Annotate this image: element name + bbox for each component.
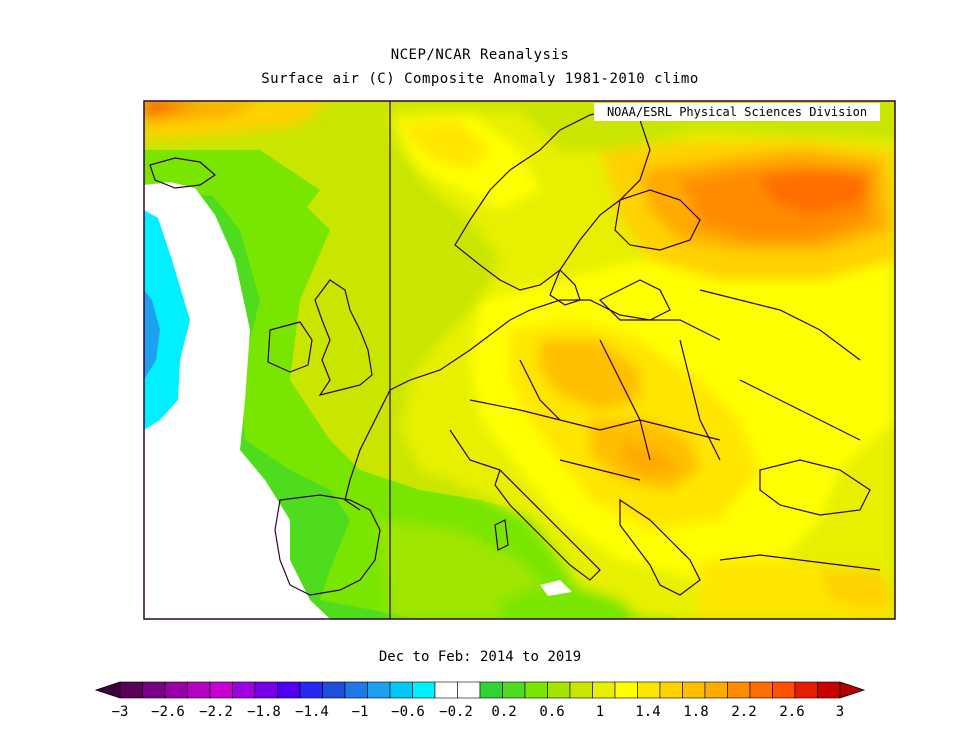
colorbar-swatch <box>277 681 301 699</box>
colorbar-swatch <box>502 681 526 699</box>
colorbar-tick-label: −0.6 <box>391 704 425 720</box>
colorbar-tick-label: 0.2 <box>491 704 517 720</box>
colorbar-swatch <box>412 681 436 699</box>
colorbar-swatch <box>659 681 683 699</box>
colorbar-swatch <box>817 681 841 699</box>
colorbar-tick-label: −2.6 <box>151 704 185 720</box>
colorbar-tick-label: 1 <box>595 704 605 720</box>
colorbar-swatch <box>119 681 143 699</box>
colorbar-swatch <box>389 681 413 699</box>
colorbar-swatch <box>637 681 661 699</box>
colorbar-swatch <box>704 681 728 699</box>
colorbar-swatch <box>614 681 638 699</box>
colorbar-swatch <box>344 681 368 699</box>
coastlines <box>149 107 881 596</box>
colorbar-tick-label: 2.6 <box>779 704 805 720</box>
colorbar-swatch <box>322 681 346 699</box>
colorbar-swatch <box>164 681 188 699</box>
colorbar-tick-label: 0.6 <box>539 704 565 720</box>
colorbar-swatch <box>142 681 166 699</box>
colorbar-swatch <box>727 681 751 699</box>
map-subtitle: Surface air (C) Composite Anomaly 1981-2… <box>261 71 699 87</box>
colorbar-swatch <box>209 681 233 699</box>
colorbar-swatch <box>547 681 571 699</box>
colorbar-swatch <box>524 681 548 699</box>
colorbar-swatch <box>187 681 211 699</box>
colorbar-tick-label: −1 <box>351 704 369 720</box>
colorbar-over-arrow <box>839 681 866 699</box>
colorbar-tick-label: 2.2 <box>731 704 757 720</box>
colorbar-swatch <box>569 681 593 699</box>
colorbar-swatch <box>479 681 503 699</box>
colorbar-tick-label: −2.2 <box>199 704 233 720</box>
colorbar-swatch <box>749 681 773 699</box>
colorbar-under-arrow <box>94 681 121 699</box>
colorbar-swatch <box>232 681 256 699</box>
colorbar-swatch <box>299 681 323 699</box>
colorbar-swatch <box>457 681 481 699</box>
colorbar-swatch <box>254 681 278 699</box>
colorbar-tick-label: 3 <box>835 704 845 720</box>
colorbar-swatch <box>592 681 616 699</box>
colorbar-tick-label: −3 <box>111 704 129 720</box>
credit-label: NOAA/ESRL Physical Sciences Division <box>594 103 880 121</box>
colorbar-tick-label: 1.8 <box>683 704 709 720</box>
anomaly-field <box>144 101 895 619</box>
period-label: Dec to Feb: 2014 to 2019 <box>378 649 582 665</box>
colorbar-tick-label: −1.8 <box>247 704 281 720</box>
colorbar-swatch <box>367 681 391 699</box>
colorbar-tick-label: 1.4 <box>635 704 661 720</box>
colorbar-swatch <box>434 681 458 699</box>
colorbar-swatch <box>772 681 796 699</box>
map-frame <box>143 100 896 620</box>
colorbar-swatch <box>794 681 818 699</box>
colorbar-tick-label: −0.2 <box>439 704 473 720</box>
map-title: NCEP/NCAR Reanalysis <box>390 47 570 63</box>
colorbar-swatch <box>682 681 706 699</box>
colorbar-tick-label: −1.4 <box>295 704 329 720</box>
